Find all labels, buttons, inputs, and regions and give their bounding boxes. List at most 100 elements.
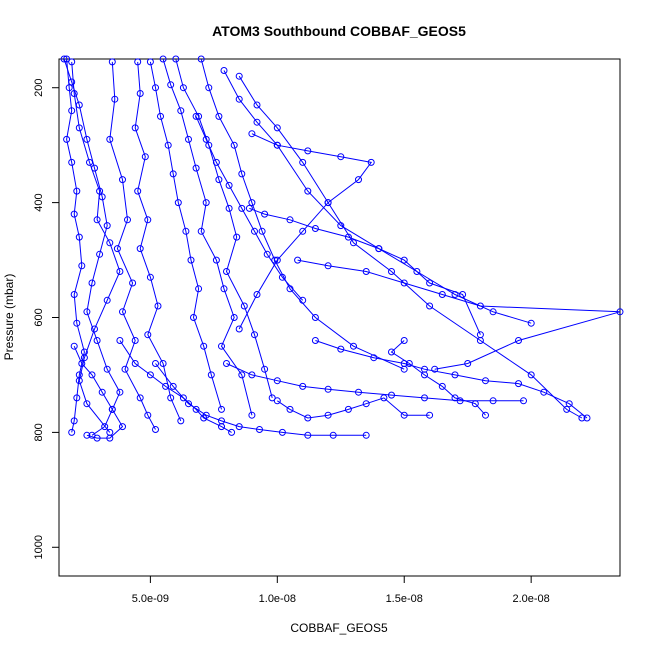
data-point <box>73 187 81 195</box>
profile-line <box>71 61 121 433</box>
data-point <box>162 382 170 390</box>
data-point <box>248 371 256 379</box>
data-point <box>195 285 203 293</box>
data-point <box>459 291 467 298</box>
data-point <box>278 428 286 436</box>
data-point <box>362 400 370 408</box>
data-point <box>380 394 388 402</box>
y-tick-label: 600 <box>33 308 45 326</box>
data-point <box>248 199 256 207</box>
data-point <box>164 141 172 149</box>
data-point <box>565 400 573 408</box>
profile-line <box>200 58 405 370</box>
data-point <box>218 423 225 431</box>
data-point <box>177 417 185 425</box>
data-point <box>182 227 190 235</box>
data-point <box>344 233 352 241</box>
data-point <box>93 337 101 344</box>
data-point <box>220 67 228 74</box>
data-point <box>75 233 83 241</box>
data-point <box>68 428 76 436</box>
data-point <box>111 95 119 103</box>
data-point <box>299 382 307 390</box>
profile-line <box>109 61 156 430</box>
data-point <box>91 325 98 333</box>
data-point <box>248 130 256 138</box>
plot-area <box>60 55 624 442</box>
profile-line <box>195 116 304 301</box>
data-point <box>253 291 261 298</box>
data-point <box>370 354 378 362</box>
data-point <box>152 360 159 367</box>
data-point <box>238 371 246 379</box>
data-point <box>583 414 591 422</box>
y-tick-label: 1000 <box>33 535 45 559</box>
data-point <box>245 204 253 212</box>
data-point <box>129 279 137 287</box>
data-point <box>179 84 187 92</box>
data-point <box>113 245 121 253</box>
data-point <box>235 72 243 80</box>
data-point <box>88 371 96 379</box>
data-point <box>421 371 428 379</box>
data-point <box>169 382 177 390</box>
data-point <box>471 400 479 408</box>
data-point <box>179 394 187 402</box>
data-point <box>240 302 248 310</box>
data-point <box>355 388 362 396</box>
data-point <box>73 319 81 327</box>
data-point <box>119 308 126 316</box>
data-point <box>405 360 413 367</box>
data-point <box>134 187 142 195</box>
data-point <box>144 411 152 419</box>
data-point <box>207 371 215 379</box>
x-tick-label: 1.5e-08 <box>386 593 423 605</box>
data-point <box>172 55 180 63</box>
data-point <box>106 135 114 143</box>
data-point <box>220 285 228 293</box>
data-point <box>324 385 332 393</box>
data-point <box>116 268 124 275</box>
y-tick-label: 400 <box>33 193 45 211</box>
data-point <box>205 141 213 149</box>
data-point <box>131 360 139 367</box>
data-point <box>119 423 126 431</box>
data-point <box>451 394 459 402</box>
data-point <box>482 377 489 385</box>
profile-line <box>119 340 232 433</box>
data-point <box>400 411 408 419</box>
data-point <box>230 141 238 149</box>
data-point <box>311 225 319 232</box>
data-point <box>83 135 91 143</box>
data-point <box>197 55 205 63</box>
data-point <box>68 158 76 166</box>
data-point <box>63 135 71 143</box>
data-point <box>337 345 345 353</box>
data-point <box>362 431 370 439</box>
data-point <box>65 84 73 92</box>
data-point <box>426 302 434 310</box>
profile-line <box>226 363 524 402</box>
data-point <box>131 337 139 344</box>
data-point <box>235 325 243 333</box>
data-point <box>70 210 78 218</box>
data-point <box>78 262 86 270</box>
data-point <box>482 411 489 419</box>
profile-line <box>134 61 182 422</box>
data-point <box>324 262 332 270</box>
data-point <box>177 107 185 115</box>
data-point <box>273 397 281 405</box>
data-point <box>108 405 116 413</box>
data-point <box>70 90 78 97</box>
data-point <box>299 158 307 166</box>
data-point <box>124 216 131 224</box>
data-point <box>278 273 286 281</box>
data-point <box>413 268 421 275</box>
data-point <box>286 405 294 413</box>
data-point <box>225 204 233 212</box>
data-point <box>238 204 246 212</box>
data-point <box>273 256 281 264</box>
data-point <box>136 245 144 253</box>
data-point <box>304 431 312 439</box>
profile-line <box>175 58 273 399</box>
